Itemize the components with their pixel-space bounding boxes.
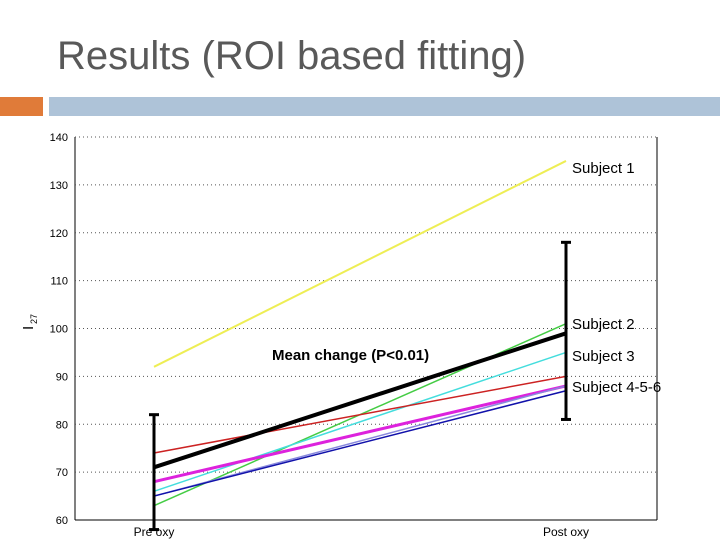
error-bars (149, 240, 571, 532)
series-line-3 (153, 351, 567, 492)
y-tick-label: 100 (50, 324, 68, 336)
y-axis-label-subscript: 27 (29, 314, 39, 324)
title-accent-block (0, 97, 43, 116)
y-tick-label: 80 (56, 419, 68, 431)
annotation-mean-change: Mean change (P<0.01) (272, 347, 429, 364)
annotation-subject-3: Subject 3 (572, 348, 635, 365)
series-line-8 (153, 331, 567, 470)
y-axis-label-group: I 27 (20, 314, 39, 330)
y-tick-label: 90 (56, 371, 68, 383)
series-line-6 (153, 385, 567, 497)
annotation-subject-2: Subject 2 (572, 316, 635, 333)
y-axis-label-main: I (20, 326, 37, 330)
grid-lines (75, 136, 657, 473)
y-axis-label: I 27 (20, 314, 39, 330)
x-category-label: Pre oxy (134, 525, 175, 539)
y-tick-label: 130 (50, 180, 68, 192)
title-accent-bar (49, 97, 720, 116)
series-line-5 (153, 384, 567, 484)
series-line-4 (153, 375, 567, 454)
y-tick-label: 120 (50, 228, 68, 240)
slide-title: Results (ROI based fitting) (57, 34, 527, 78)
series-line-1 (153, 160, 567, 368)
y-tick-label: 140 (50, 132, 68, 144)
x-category-label: Post oxy (543, 525, 589, 539)
y-tick-label: 60 (56, 515, 68, 527)
y-tick-label: 110 (50, 276, 68, 288)
y-tick-labels: 140 130 120 110 100 90 80 70 60 (50, 132, 68, 527)
annotation-subject-456: Subject 4-5-6 (572, 379, 661, 396)
series-line-7 (153, 390, 567, 497)
annotation-subject-1: Subject 1 (572, 160, 635, 177)
annotations: Subject 1 Subject 2 Subject 3 Subject 4-… (272, 160, 661, 396)
y-tick-label: 70 (56, 467, 68, 479)
x-category-labels: Pre oxy Post oxy (134, 525, 589, 539)
series-lines (153, 160, 567, 507)
